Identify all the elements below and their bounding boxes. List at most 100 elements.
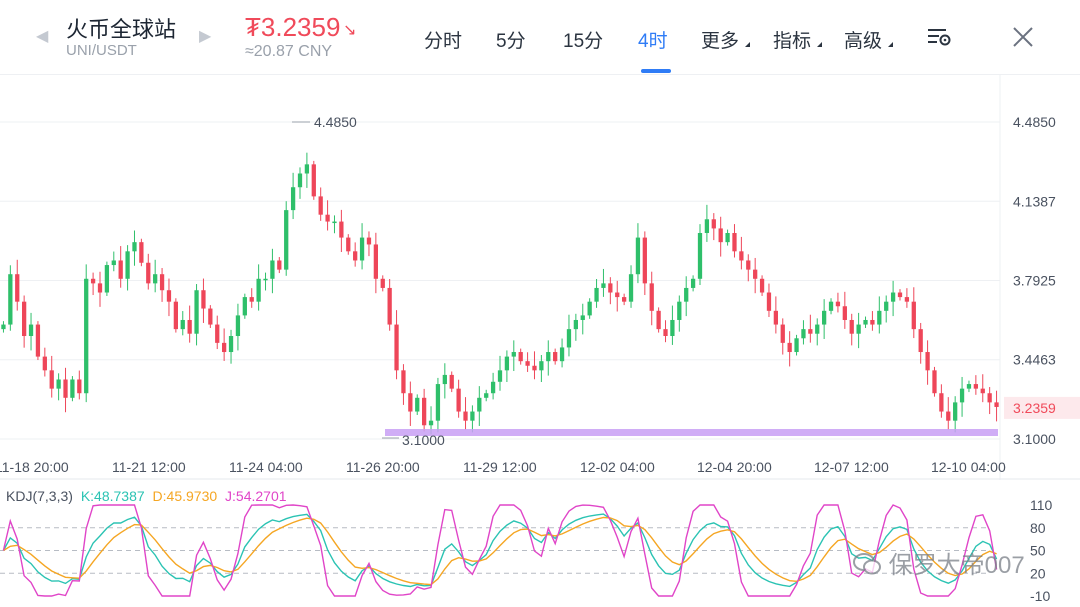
kdj-j-value: J:54.2701 xyxy=(225,488,287,504)
support-highlight-band xyxy=(385,429,998,436)
tab-indicators[interactable]: 指标 xyxy=(773,31,812,52)
candle-body xyxy=(77,379,82,394)
price-down-arrow-icon: ↘ xyxy=(343,22,357,39)
indicators-dropdown-icon xyxy=(817,42,822,47)
candle-body xyxy=(15,274,20,302)
candle-body xyxy=(615,292,620,298)
candle-body xyxy=(973,384,978,389)
candle-body xyxy=(573,319,578,330)
price-axis-label: 4.4850 xyxy=(1013,114,1056,130)
tab-timeline[interactable]: 分时 xyxy=(424,31,463,52)
active-tab-indicator xyxy=(641,69,671,73)
candle-body xyxy=(290,187,296,211)
chart-settings-icon[interactable] xyxy=(926,26,952,48)
candle-body xyxy=(104,265,110,293)
tab-15min[interactable]: 15分 xyxy=(563,31,604,52)
candle-body xyxy=(242,297,247,316)
watermark-text: 保罗大帝007 xyxy=(888,552,1025,579)
candle-body xyxy=(594,287,599,302)
candle-body xyxy=(932,370,937,394)
candle-body xyxy=(353,251,358,261)
candle-body xyxy=(939,393,944,412)
candle-body xyxy=(249,297,254,302)
candle-body xyxy=(608,283,613,293)
candle-body xyxy=(718,228,723,243)
candle-body xyxy=(428,420,434,426)
candle-body xyxy=(463,411,468,421)
candle-body xyxy=(22,301,27,337)
candle-body xyxy=(222,342,227,353)
candle-body xyxy=(484,393,489,398)
candle-body xyxy=(435,384,441,421)
more-dropdown-icon xyxy=(745,42,750,47)
candle-body xyxy=(70,379,75,398)
tab-advanced[interactable]: 高级 xyxy=(844,31,883,52)
previous-symbol-arrow-icon[interactable]: ◀ xyxy=(36,28,49,45)
candle-body xyxy=(35,324,41,357)
next-symbol-arrow-icon[interactable]: ▶ xyxy=(199,28,212,45)
candle-body xyxy=(711,219,716,229)
candle-body xyxy=(670,319,675,337)
wechat-icon xyxy=(852,552,882,576)
candle-body xyxy=(566,329,572,348)
candle-body xyxy=(408,393,413,412)
candle-body xyxy=(780,324,785,343)
candle-body xyxy=(504,356,510,371)
time-axis-label: 11-24 04:00 xyxy=(229,459,303,475)
candle-body xyxy=(215,324,220,343)
tab-4hour[interactable]: 4时 xyxy=(638,31,668,52)
candle-body xyxy=(739,251,744,261)
time-axis-label: 12-04 20:00 xyxy=(697,459,772,475)
candle-body xyxy=(56,379,61,389)
candle-body xyxy=(201,290,206,309)
candle-body xyxy=(856,324,861,334)
kdj-d-line xyxy=(3,516,997,586)
candle-body xyxy=(753,269,758,279)
price-axis-label: 3.4463 xyxy=(1013,352,1056,368)
candle-body xyxy=(8,274,13,325)
last-price: ₮3.2359 xyxy=(245,12,341,42)
candle-body xyxy=(159,274,165,291)
kdj-k-line xyxy=(2,513,998,588)
candle-body xyxy=(125,251,130,279)
kdj-chart[interactable]: 110 80 50 20 -10 xyxy=(0,495,1080,607)
candle-body xyxy=(235,315,241,337)
candle-body xyxy=(697,233,703,279)
top-bar: ◀ 火币全球站 UNI/USDT ▶ ₮3.2359 ↘ ≈20.87 CNY … xyxy=(0,0,1080,75)
tab-5min[interactable]: 5分 xyxy=(496,31,526,52)
candle-body xyxy=(194,290,199,334)
candle-body xyxy=(511,352,516,357)
tab-more[interactable]: 更多 xyxy=(701,31,740,52)
candle-body xyxy=(277,260,282,270)
kdj-d-value: D:45.9730 xyxy=(152,488,218,504)
candle-body xyxy=(90,278,96,284)
candle-body xyxy=(180,319,185,330)
kdj-axis-label: 50 xyxy=(1030,543,1046,559)
candle-body xyxy=(794,338,799,353)
candle-body xyxy=(635,237,641,275)
price-axis-label: 3.1000 xyxy=(1013,431,1056,447)
kdj-j-line xyxy=(2,504,998,597)
candle-body xyxy=(539,361,544,371)
price-chart[interactable]: 4.4850 4.1387 3.7925 3.4463 3.1000 3.2359 11-… xyxy=(0,75,1080,480)
candle-body xyxy=(166,290,172,302)
time-axis-label: 12-02 04:00 xyxy=(580,459,655,475)
symbol-title[interactable]: 火币全球站 xyxy=(66,17,177,42)
candle-body xyxy=(311,164,316,197)
candle-body xyxy=(270,260,275,279)
close-icon[interactable] xyxy=(1012,26,1034,48)
candle-body xyxy=(477,397,482,412)
kdj-k-value: K:48.7387 xyxy=(80,488,145,504)
candle-body xyxy=(559,347,565,362)
candle-body xyxy=(925,352,930,371)
candle-body xyxy=(987,393,992,403)
candle-body xyxy=(325,214,330,222)
candle-body xyxy=(766,292,772,311)
candle-body xyxy=(1,324,6,330)
candle-body xyxy=(622,297,627,302)
candle-body xyxy=(808,329,813,334)
candle-body xyxy=(746,260,751,270)
candle-body xyxy=(118,260,123,279)
time-axis-label: 11-21 12:00 xyxy=(112,459,186,475)
candle-body xyxy=(449,374,454,389)
